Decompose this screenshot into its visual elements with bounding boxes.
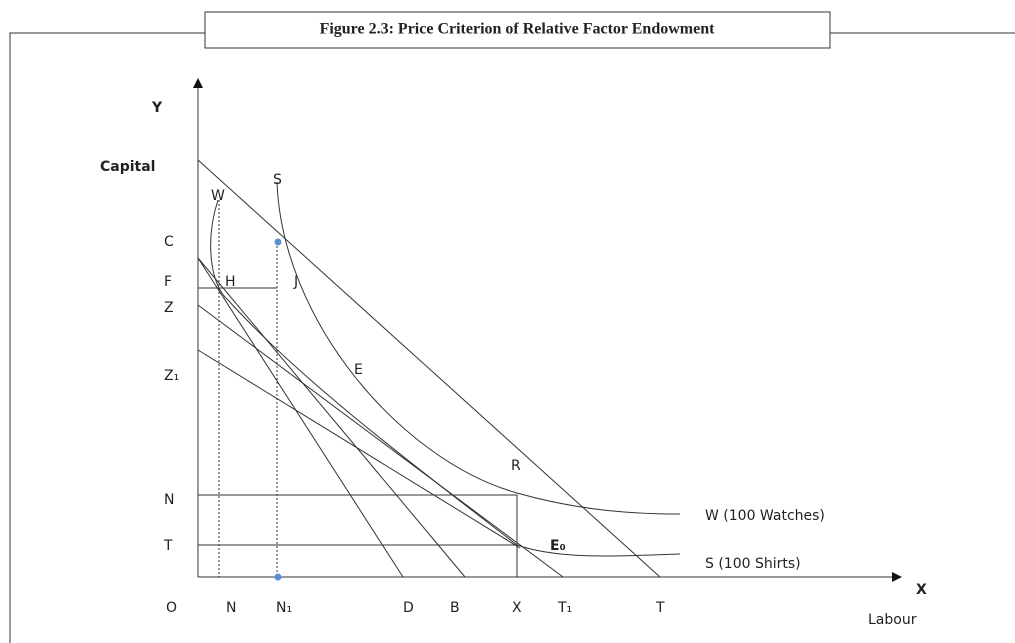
point-label: E₀: [550, 538, 566, 554]
price-line: [197, 349, 521, 549]
point: [274, 573, 282, 581]
point-label: S: [273, 172, 282, 188]
price-line: [197, 257, 466, 578]
axis-name: Capital: [100, 159, 155, 175]
point: [274, 238, 282, 246]
x-label: N: [226, 600, 236, 616]
point-label: R: [511, 458, 521, 474]
y-label: Z: [164, 300, 174, 316]
price-line: [197, 159, 661, 578]
price-lines: [197, 159, 661, 578]
price-line: [197, 304, 564, 578]
y-label: N: [164, 492, 174, 508]
curve-label: S (100 Shirts): [705, 556, 801, 572]
y-label: Z₁: [164, 368, 179, 384]
price-line: [197, 257, 404, 578]
frame: [9, 32, 1015, 643]
y-label: C: [164, 234, 174, 250]
x-label: T: [655, 600, 665, 616]
y-label: T: [163, 538, 173, 554]
x-label: B: [450, 600, 460, 616]
x-label: X: [512, 600, 522, 616]
title-box: [204, 11, 831, 49]
point-label: W: [211, 188, 225, 204]
curve-label: W (100 Watches): [705, 508, 825, 524]
point-label: H: [225, 274, 236, 290]
axis-label: X: [916, 582, 927, 598]
point-label: E: [354, 362, 363, 378]
x-label: D: [403, 600, 414, 616]
point-label: J: [293, 274, 298, 290]
x-label: N₁: [276, 600, 292, 616]
isoquant: [276, 181, 681, 515]
isoquant: [210, 199, 681, 557]
guide-lines: [198, 287, 518, 577]
axis-label: Y: [151, 100, 163, 116]
x-label: T₁: [557, 600, 572, 616]
y-label: F: [164, 274, 172, 290]
y-label: O: [166, 600, 177, 616]
title: Figure 2.3: Price Criterion of Relative …: [320, 21, 716, 38]
axis-name: Labour: [868, 612, 917, 628]
